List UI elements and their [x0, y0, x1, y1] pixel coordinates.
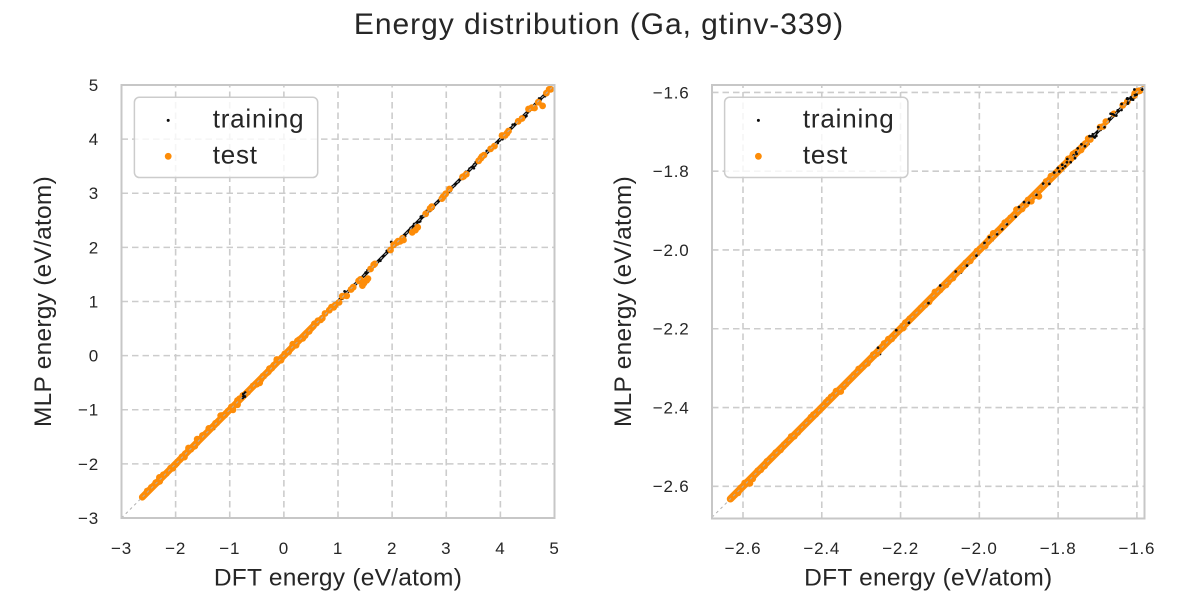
- svg-text:0: 0: [89, 347, 99, 366]
- svg-text:−1.8: −1.8: [653, 162, 690, 181]
- svg-text:1: 1: [89, 292, 99, 311]
- svg-text:test: test: [803, 139, 848, 169]
- svg-text:−2.6: −2.6: [725, 539, 762, 558]
- svg-text:2: 2: [89, 238, 99, 257]
- svg-text:−2: −2: [165, 539, 186, 558]
- svg-text:−1.8: −1.8: [1040, 539, 1077, 558]
- svg-text:training: training: [803, 103, 895, 133]
- svg-text:4: 4: [495, 539, 505, 558]
- svg-text:3: 3: [89, 184, 99, 203]
- svg-text:−2.0: −2.0: [961, 539, 998, 558]
- svg-text:DFT energy (eV/atom): DFT energy (eV/atom): [214, 565, 462, 592]
- svg-text:0: 0: [279, 539, 289, 558]
- svg-text:Energy distribution (Ga, gtinv: Energy distribution (Ga, gtinv-339): [354, 8, 844, 41]
- svg-text:−2.4: −2.4: [803, 539, 840, 558]
- svg-text:−1: −1: [219, 539, 240, 558]
- svg-text:−1.6: −1.6: [653, 83, 690, 102]
- svg-text:−2.6: −2.6: [653, 477, 690, 496]
- svg-text:MLP energy (eV/atom): MLP energy (eV/atom): [30, 176, 57, 427]
- svg-text:3: 3: [441, 539, 451, 558]
- svg-text:4: 4: [89, 130, 99, 149]
- svg-text:−2.2: −2.2: [882, 539, 919, 558]
- svg-text:−3: −3: [111, 539, 132, 558]
- svg-text:1: 1: [333, 539, 343, 558]
- svg-text:−2.0: −2.0: [653, 241, 690, 260]
- svg-text:−1.6: −1.6: [1119, 539, 1156, 558]
- svg-text:−2.4: −2.4: [653, 398, 690, 417]
- svg-text:training: training: [213, 103, 305, 133]
- svg-text:2: 2: [387, 539, 397, 558]
- svg-text:test: test: [213, 139, 258, 169]
- svg-text:DFT energy (eV/atom): DFT energy (eV/atom): [804, 565, 1052, 592]
- svg-text:−3: −3: [78, 509, 99, 528]
- svg-text:5: 5: [89, 76, 99, 95]
- svg-text:−2: −2: [78, 455, 99, 474]
- svg-text:MLP energy (eV/atom): MLP energy (eV/atom): [610, 176, 637, 427]
- svg-text:−2.2: −2.2: [653, 320, 690, 339]
- svg-text:5: 5: [549, 539, 559, 558]
- svg-text:−1: −1: [78, 401, 99, 420]
